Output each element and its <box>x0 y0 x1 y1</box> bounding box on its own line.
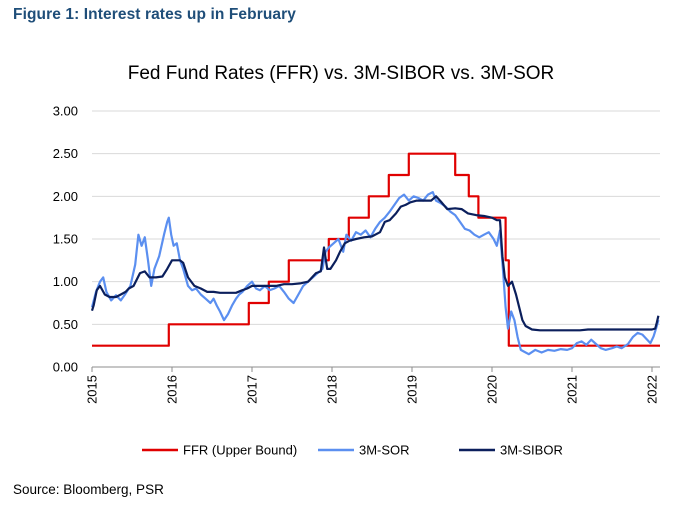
y-tick-label: 2.50 <box>53 146 78 161</box>
series-line-3m-sor <box>90 191 660 356</box>
x-tick-label: 2020 <box>485 375 500 404</box>
x-tick-label: 2016 <box>165 375 180 404</box>
legend-label: FFR (Upper Bound) <box>183 443 297 458</box>
y-tick-label: 1.00 <box>53 274 78 289</box>
legend: FFR (Upper Bound) 3M-SOR 3M-SIBOR <box>142 443 563 458</box>
axis-layer: 0.00 0.50 1.00 1.50 2.00 2.50 3.00 2015 2016 2017… <box>53 104 660 404</box>
legend-label: 3M-SOR <box>359 443 410 458</box>
x-tick-label: 2018 <box>325 375 340 404</box>
figure-heading: Figure 1: Interest rates up in February <box>13 6 296 23</box>
chart: Fed Fund Rates (FFR) vs. 3M-SIBOR vs. 3M… <box>53 63 660 458</box>
y-tick-label: 0.00 <box>53 360 78 375</box>
x-tick-label: 2015 <box>85 375 100 404</box>
x-tick-label: 2019 <box>405 375 420 404</box>
series-layer <box>90 152 660 356</box>
legend-label: 3M-SIBOR <box>500 443 563 458</box>
series-line-3m-sibor <box>90 195 660 332</box>
y-tick-label: 3.00 <box>53 104 78 119</box>
series-line-ffr-upper-bound <box>92 152 660 347</box>
y-tick-label: 2.00 <box>53 189 78 204</box>
source-note: Source: Bloomberg, PSR <box>13 482 164 497</box>
y-tick-label: 1.50 <box>53 232 78 247</box>
x-tick-label: 2017 <box>245 375 260 404</box>
x-tick-label: 2022 <box>645 375 660 404</box>
y-tick-label: 0.50 <box>53 317 78 332</box>
grid-layer <box>92 110 660 325</box>
x-tick-label: 2021 <box>565 375 580 404</box>
chart-title: Fed Fund Rates (FFR) vs. 3M-SIBOR vs. 3M… <box>128 63 555 84</box>
